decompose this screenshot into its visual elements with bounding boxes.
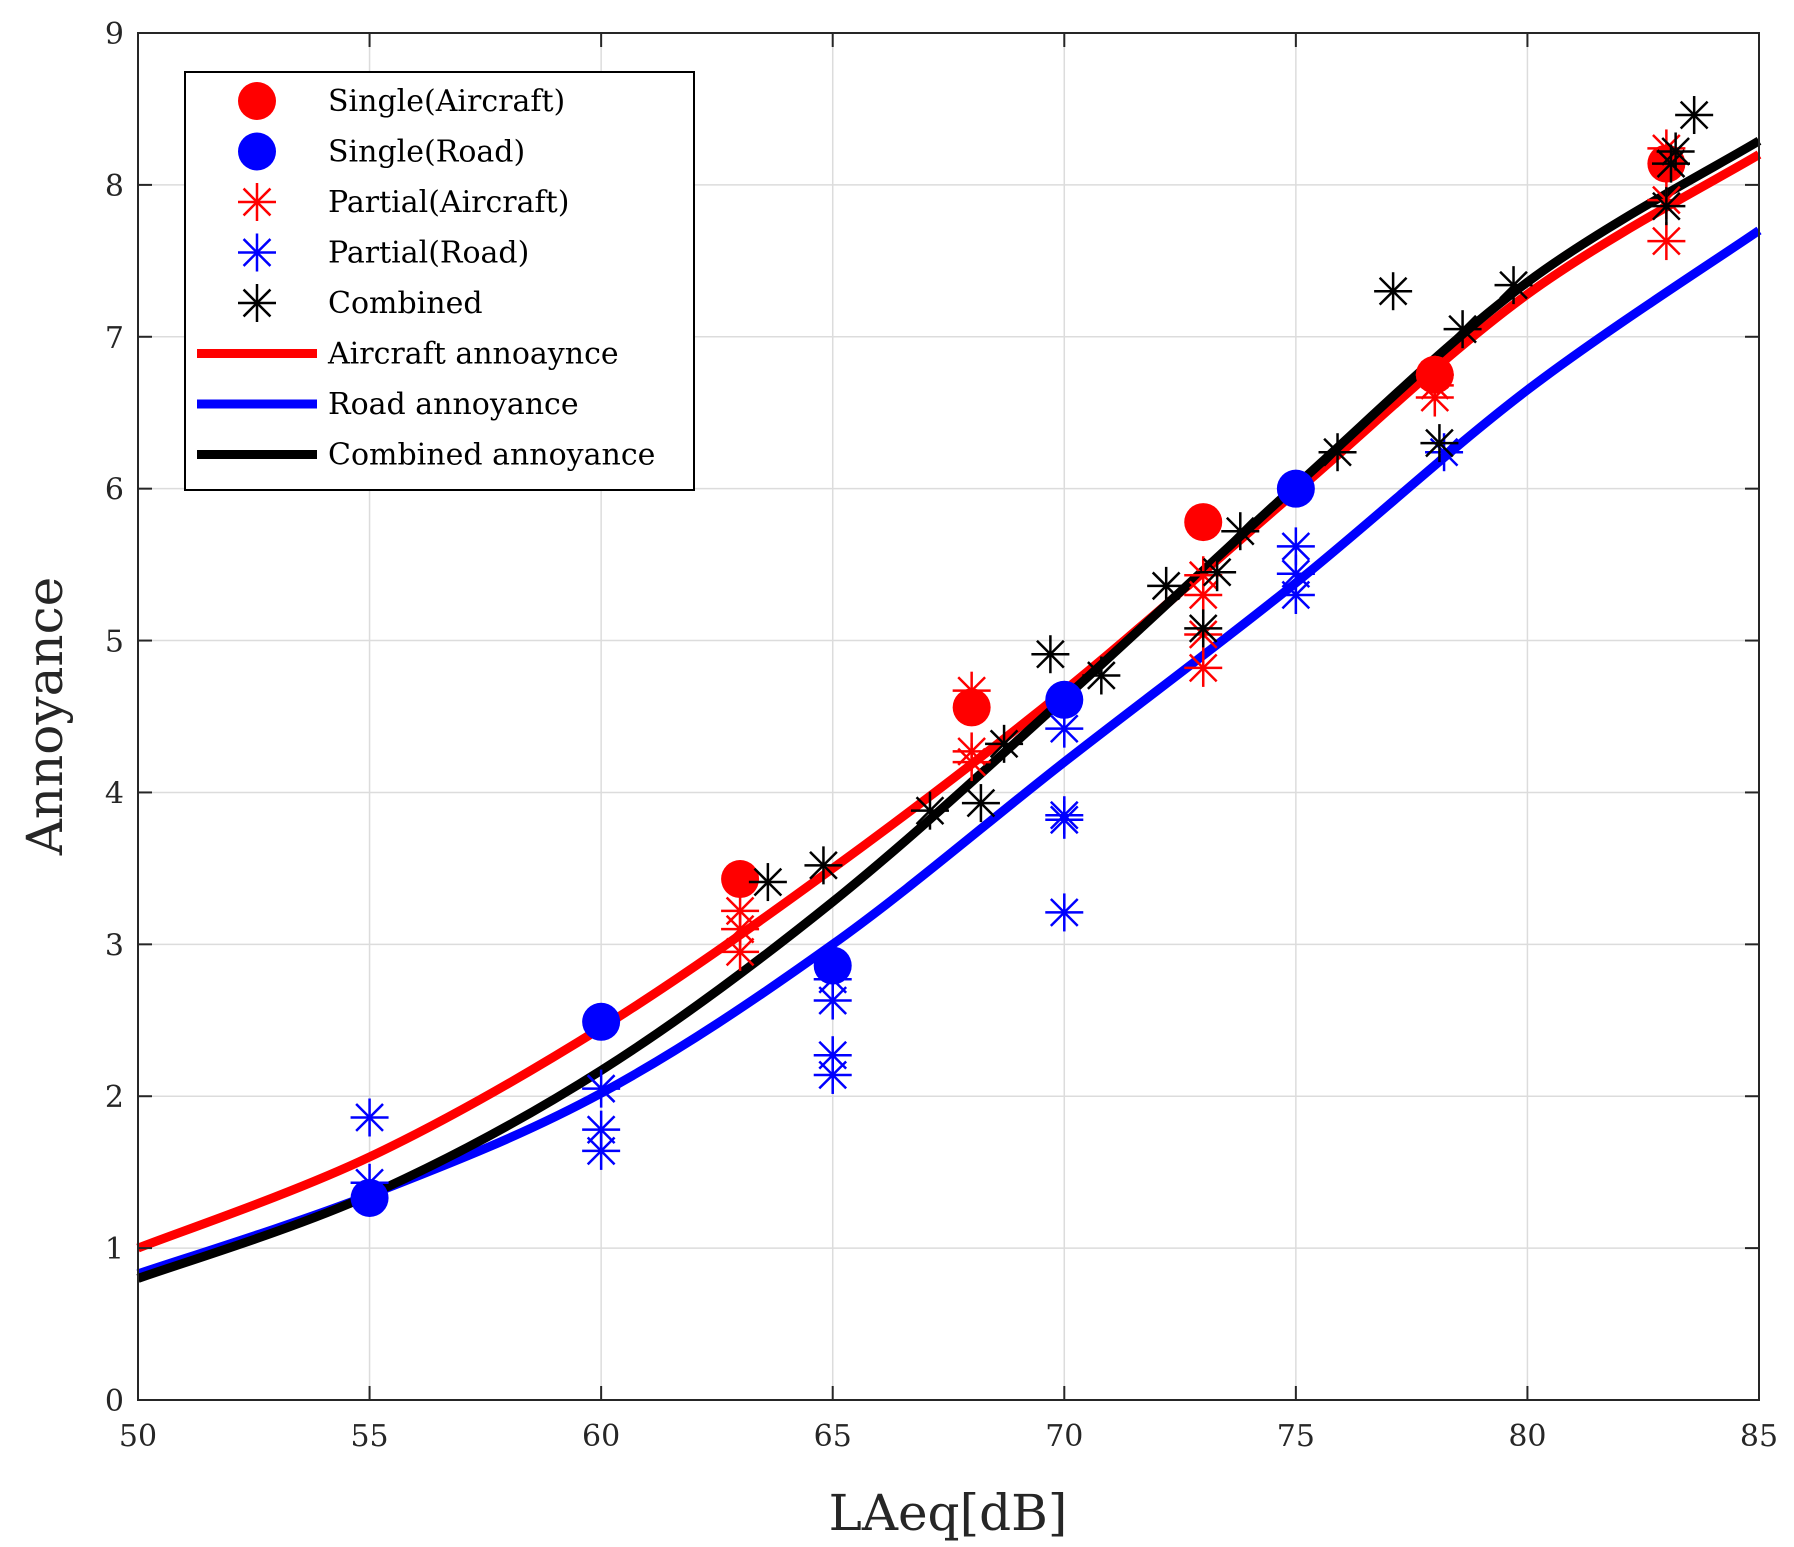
axis-ticks: 50 55 60 65 70 75 80 85 0 1 2 3 4 5 6 7 8 9 (105, 17, 1778, 1454)
partial-road-point (1045, 893, 1084, 932)
x-tick-label: 65 (814, 1419, 852, 1454)
y-tick-label: 6 (105, 473, 124, 508)
single-road-point (1045, 680, 1084, 719)
y-tick-label: 5 (105, 625, 124, 660)
x-axis-title: LAeq[dB] (829, 1484, 1068, 1542)
legend-partial-aircraft-label: Partial(Aircraft) (328, 185, 569, 220)
y-tick-label: 8 (105, 169, 124, 204)
x-tick-label: 50 (119, 1419, 157, 1454)
combined-point (1221, 512, 1260, 551)
y-axis-title: Annoyance (16, 577, 74, 856)
partial-road-point (813, 1055, 852, 1094)
combined-point (1198, 553, 1237, 592)
combined-point (804, 846, 843, 885)
single-aircraft-point (1184, 503, 1223, 542)
partial-road-point (1276, 575, 1315, 614)
axes-box (137, 32, 1760, 1401)
partial-road-point (813, 981, 852, 1020)
combined-point (910, 791, 949, 830)
single-road-point (1276, 469, 1315, 508)
partial-aircraft-point (1647, 222, 1686, 261)
legend-single-road-swatch (238, 132, 276, 171)
combined-point (748, 863, 787, 902)
y-tick-label: 0 (105, 1384, 124, 1419)
combined-point (1374, 272, 1413, 311)
x-tick-label: 70 (1045, 1419, 1083, 1454)
partial-road-point (1045, 800, 1084, 839)
combined-point (1443, 310, 1482, 349)
partial-aircraft-point (952, 671, 991, 710)
combined-point (1656, 132, 1695, 171)
combined-point (1494, 266, 1533, 305)
data-markers (350, 96, 1714, 1217)
partial-road-point (350, 1163, 389, 1202)
combined-point (961, 784, 1000, 823)
y-tick-label: 1 (105, 1232, 124, 1267)
x-tick-label: 75 (1277, 1419, 1315, 1454)
single-road-point (582, 1002, 621, 1041)
single-aircraft-point (721, 860, 760, 899)
legend-partial-road-label: Partial(Road) (328, 236, 529, 271)
y-tick-label: 9 (105, 17, 124, 52)
combined-point (1147, 566, 1186, 605)
y-tick-label: 2 (105, 1080, 124, 1115)
partial-road-point (1045, 709, 1084, 748)
combined-point (1675, 96, 1714, 135)
legend: Single(Aircraft) Single(Road) Partial(Airc… (184, 71, 695, 491)
combined-point (1420, 424, 1459, 463)
combined-point (1647, 187, 1686, 226)
x-tick-label: 80 (1508, 1419, 1546, 1454)
partial-aircraft-point (1184, 575, 1223, 614)
y-tick-label: 4 (105, 776, 124, 811)
partial-aircraft-point (721, 932, 760, 971)
combined-point (1318, 433, 1357, 472)
combined-point (985, 724, 1024, 763)
legend-partial-road-swatch (238, 233, 276, 272)
legend-aircraft-annoaynce-label: Aircraft annoaynce (327, 337, 619, 372)
combined-point (1184, 609, 1223, 648)
combined-point (1031, 635, 1070, 674)
combined-point (1082, 656, 1121, 695)
legend-road-annoyance-label: Road annoyance (328, 387, 579, 422)
legend-combined-label: Combined (328, 286, 483, 321)
legend-combined-annoyance-label: Combined annoyance (328, 438, 655, 473)
partial-road-point (350, 1098, 389, 1137)
legend-combined-swatch (238, 284, 276, 322)
x-tick-label: 55 (350, 1419, 388, 1454)
legend-partial-aircraft-swatch (238, 183, 276, 221)
x-tick-label: 60 (582, 1419, 620, 1454)
partial-road-point (582, 1069, 621, 1108)
legend-single-aircraft-swatch (238, 82, 276, 120)
combined-annoyance-curve (136, 136, 1762, 1283)
x-tick-label: 85 (1740, 1419, 1778, 1454)
y-tick-label: 7 (105, 321, 124, 356)
partial-aircraft-point (952, 743, 991, 782)
y-tick-label: 3 (105, 928, 124, 963)
legend-single-aircraft-label: Single(Aircraft) (328, 84, 565, 119)
partial-aircraft-point (1415, 378, 1454, 417)
legend-single-road-label: Single(Road) (328, 135, 525, 170)
partial-road-point (582, 1131, 621, 1170)
partial-aircraft-point (1184, 648, 1223, 687)
